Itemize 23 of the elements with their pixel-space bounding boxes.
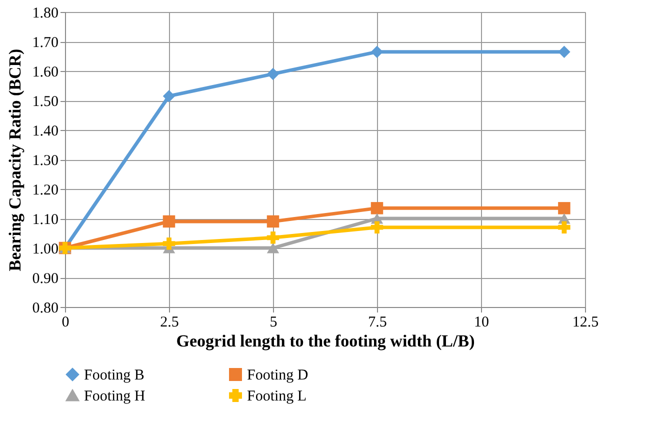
y-tick-label: 1.60 [32,64,58,80]
x-tick-label: 10 [474,314,489,330]
y-tick-label: 1.10 [32,212,58,228]
y-tick-label: 1.00 [32,242,58,258]
y-tick-label: 0.80 [32,300,58,316]
x-tick-label: 0 [62,314,70,330]
y-tick-label: 1.80 [32,6,58,22]
y-axis-title: Bearing Capacity Ratio (BCR) [5,48,24,272]
x-tick-label: 2.5 [160,314,179,330]
y-tick-label: 1.70 [32,35,58,51]
legend-label: Footing D [247,368,308,384]
legend-label: Footing L [247,388,307,404]
x-tick-label: 12.5 [572,314,599,330]
legend-label: Footing H [84,388,146,404]
x-tick-label: 5 [270,314,278,330]
y-tick-label: 1.40 [32,124,58,140]
y-tick-label: 1.20 [32,182,58,198]
y-tick-label: 0.90 [32,271,58,287]
x-tick-label: 7.5 [368,314,387,330]
y-tick-label: 1.30 [32,153,58,169]
x-axis-title: Geogrid length to the footing width (L/B) [176,332,475,350]
legend-label: Footing B [84,368,144,384]
y-tick-label: 1.50 [32,94,58,110]
